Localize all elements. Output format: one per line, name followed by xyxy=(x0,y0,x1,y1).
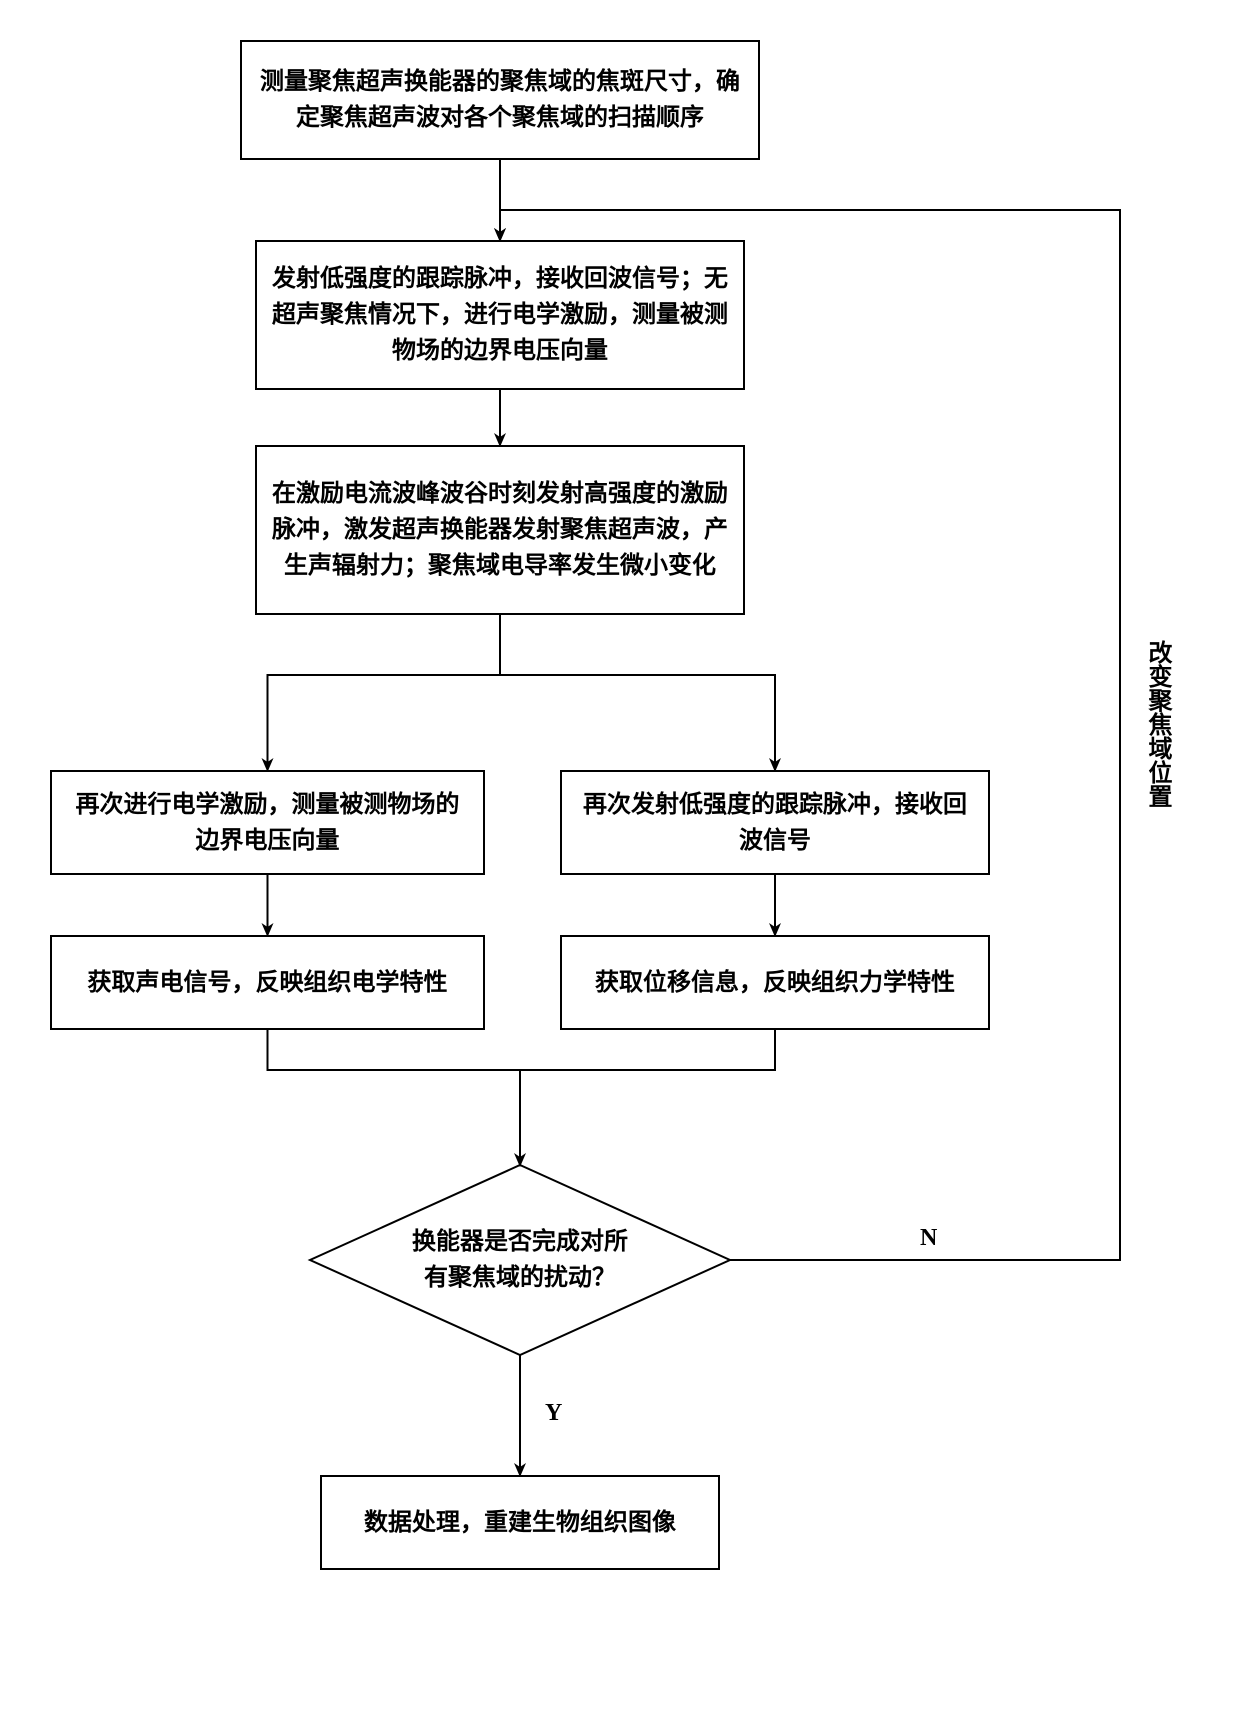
edge-label-yes: Y xyxy=(545,1400,562,1427)
node-text: 测量聚焦超声换能器的聚焦域的焦斑尺寸，确定聚焦超声波对各个聚焦域的扫描顺序 xyxy=(256,64,744,136)
edge-label-no: N xyxy=(920,1225,937,1252)
loop-label-change-focus: 改变聚焦域位置 xyxy=(1140,640,1175,808)
node-text: 获取声电信号，反映组织电学特性 xyxy=(88,965,448,1001)
step-high-intensity: 在激励电流波峰波谷时刻发射高强度的激励脉冲，激发超声换能器发射聚焦超声波，产生声… xyxy=(255,445,745,615)
node-text: 获取位移信息，反映组织力学特性 xyxy=(595,965,955,1001)
node-text: 再次发射低强度的跟踪脉冲，接收回波信号 xyxy=(576,787,974,859)
decision-text-wrap: 换能器是否完成对所有聚焦域的扰动？ xyxy=(390,1201,650,1319)
step-measure-focal: 测量聚焦超声换能器的聚焦域的焦斑尺寸，确定聚焦超声波对各个聚焦域的扫描顺序 xyxy=(240,40,760,160)
side-label-text: 改变聚焦域位置 xyxy=(1144,640,1170,808)
node-text: 再次进行电学激励，测量被测物场的边界电压向量 xyxy=(66,787,469,859)
step-electrical-again: 再次进行电学激励，测量被测物场的边界电压向量 xyxy=(50,770,485,875)
step-emit-low-track: 发射低强度的跟踪脉冲，接收回波信号；无超声聚焦情况下，进行电学激励，测量被测物场… xyxy=(255,240,745,390)
node-text: 数据处理，重建生物组织图像 xyxy=(364,1505,676,1541)
step-reconstruct: 数据处理，重建生物组织图像 xyxy=(320,1475,720,1570)
step-acoustoelectric: 获取声电信号，反映组织电学特性 xyxy=(50,935,485,1030)
node-text: 在激励电流波峰波谷时刻发射高强度的激励脉冲，激发超声换能器发射聚焦超声波，产生声… xyxy=(271,476,729,584)
step-displacement: 获取位移信息，反映组织力学特性 xyxy=(560,935,990,1030)
edge-label-no-text: N xyxy=(920,1225,937,1251)
decision-text: 换能器是否完成对所有聚焦域的扰动？ xyxy=(404,1224,636,1296)
step-track-again: 再次发射低强度的跟踪脉冲，接收回波信号 xyxy=(560,770,990,875)
node-text: 发射低强度的跟踪脉冲，接收回波信号；无超声聚焦情况下，进行电学激励，测量被测物场… xyxy=(271,261,729,369)
edge-label-yes-text: Y xyxy=(545,1400,562,1426)
